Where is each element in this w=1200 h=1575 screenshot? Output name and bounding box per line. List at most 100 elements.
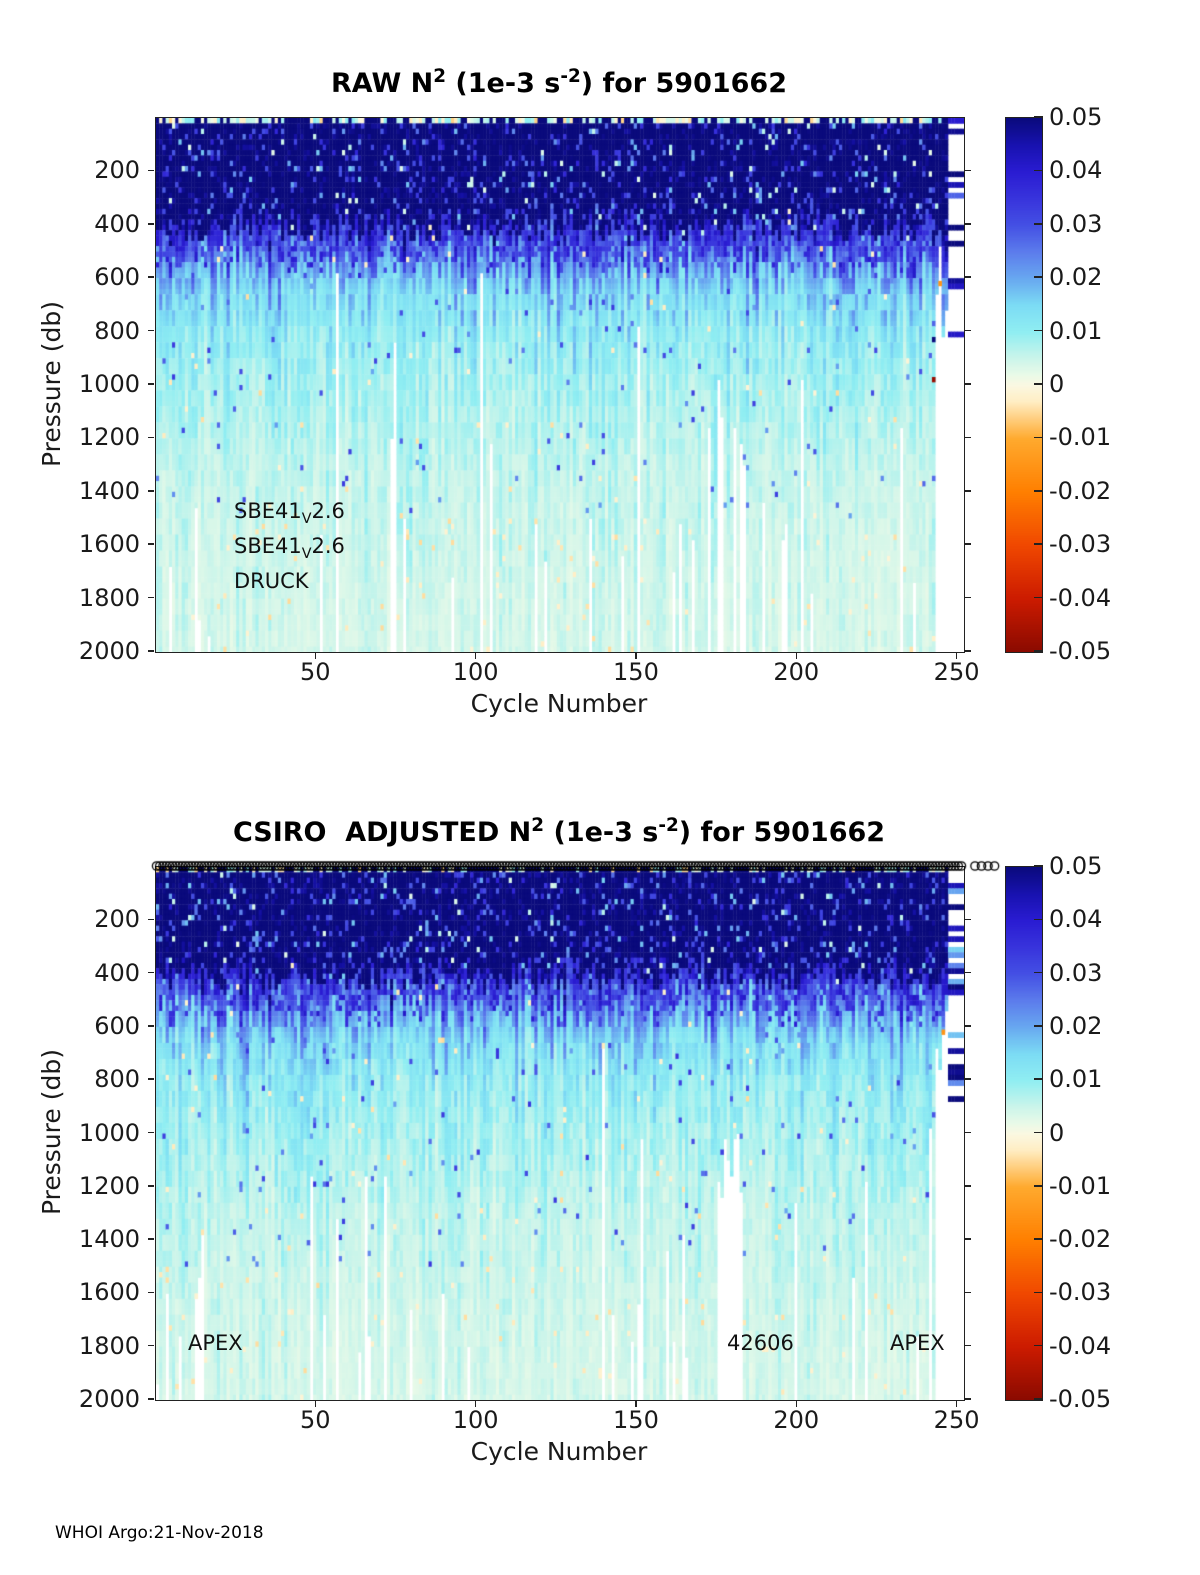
colorbar-tick-mark [1034,1025,1043,1027]
title-superscript: -2 [658,814,679,836]
y-tick-label: 1400 [78,476,140,505]
y-tick-mark [148,1238,154,1240]
annotation-float-type-left: APEX [188,1331,243,1355]
x-tick-mark [314,653,317,659]
colorbar-tick-label: -0.05 [1049,637,1112,665]
raw-heatmap-axes: SBE41V2.6 SBE41V2.6 DRUCK [155,117,965,653]
y-tick-label: 200 [94,905,140,934]
title-text: CSIRO ADJUSTED N [232,817,532,848]
colorbar-tick-mark [1034,116,1043,118]
x-tick-label: 100 [452,1406,499,1434]
x-tick-mark [314,1401,317,1407]
footer-credit: WHOI Argo:21-Nov-2018 [55,1523,264,1543]
y-tick-mark [148,918,154,921]
raw-colorbar-canvas [1006,118,1042,652]
y-tick-mark [965,596,971,599]
y-tick-mark [965,490,971,492]
y-tick-mark [965,1398,971,1400]
colorbar-tick-mark [1034,169,1043,172]
title-superscript: -2 [560,65,581,87]
adjusted-plot-title: CSIRO ADJUSTED N2 (1e-3 s-2) for 5901662 [155,814,963,848]
colorbar-tick-label: -0.02 [1049,476,1112,505]
y-tick-mark [148,329,154,332]
colorbar-tick-label: 0.05 [1049,103,1103,131]
y-tick-mark [965,1291,971,1294]
raw-colorbar [1005,117,1043,653]
title-text: ) for 5901662 [580,68,788,99]
x-tick-label: 50 [300,1406,331,1434]
y-tick-label: 1600 [78,1278,140,1307]
colorbar-tick-label: 0.02 [1049,263,1103,292]
colorbar-tick-mark [1034,650,1043,652]
annotation-text: APEX [890,1331,945,1355]
y-tick-mark [148,223,154,225]
annotation-float-type-right: APEX [890,1331,945,1355]
x-tick-mark [795,653,798,659]
title-text: (1e-3 s [446,68,561,99]
y-tick-mark [148,436,154,439]
title-superscript: 2 [433,65,447,87]
title-text: ) for 5901662 [678,817,886,848]
colorbar-tick-label: 0.01 [1049,316,1103,345]
y-tick-label: 200 [94,156,140,185]
y-tick-mark [965,918,971,921]
annotation-text: DRUCK [234,569,309,593]
colorbar-tick-label: -0.04 [1049,1331,1112,1360]
y-tick-mark [148,650,154,652]
y-tick-mark [965,1185,971,1187]
colorbar-tick-label: 0.04 [1049,905,1103,934]
annotation-text: SBE41 [234,534,302,558]
y-tick-label: 400 [94,209,140,238]
annotation-text: APEX [188,1331,243,1355]
y-tick-mark [148,383,154,385]
colorbar-tick-label: 0.02 [1049,1011,1103,1040]
colorbar-tick-mark [1034,490,1043,492]
x-tick-mark [474,1401,477,1407]
colorbar-tick-mark [1034,971,1043,974]
y-tick-label: 400 [94,958,140,987]
annotation-sensor-1: SBE41V2.6 [234,499,345,527]
colorbar-tick-label: 0 [1049,1118,1065,1147]
y-tick-label: 1400 [78,1225,140,1254]
annotation-subscript: V [301,510,312,527]
y-tick-mark [965,543,971,545]
cycle-marker-circles [151,858,1003,874]
colorbar-tick-mark [1034,276,1043,278]
title-text: RAW N [330,68,434,99]
colorbar-tick-label: -0.04 [1049,583,1112,612]
y-tick-mark [965,1344,971,1347]
colorbar-tick-label: -0.01 [1049,423,1112,452]
colorbar-tick-label: 0.03 [1049,958,1103,987]
y-tick-mark [965,436,971,439]
colorbar-tick-mark [1034,223,1043,225]
y-tick-label: 1600 [78,530,140,559]
y-tick-mark [965,383,971,385]
adjusted-colorbar [1005,866,1043,1401]
y-tick-mark [148,169,154,172]
y-tick-mark [148,971,154,974]
y-tick-mark [148,1025,154,1027]
annotation-sensor-2: SBE41V2.6 [234,534,345,562]
x-tick-label: 150 [613,658,659,686]
x-tick-label: 200 [773,658,820,686]
y-tick-label: 800 [94,316,140,345]
adjusted-heatmap-axes: APEX 42606 APEX [155,866,965,1401]
y-tick-label: 600 [94,263,140,292]
colorbar-tick-label: 0 [1049,370,1065,398]
y-tick-mark [965,329,971,332]
x-tick-mark [635,653,637,659]
y-tick-mark [965,276,971,278]
y-tick-mark [148,1344,154,1347]
y-tick-label: 1200 [78,423,140,452]
x-tick-label: 50 [300,658,331,686]
y-tick-label: 2000 [78,637,140,665]
colorbar-tick-label: 0.03 [1049,209,1103,238]
colorbar-tick-mark [1034,1078,1043,1080]
adjusted-colorbar-canvas [1006,867,1042,1400]
y-tick-mark [965,1238,971,1240]
title-text: (1e-3 s [544,817,659,848]
annotation-subscript: V [301,545,312,562]
x-tick-mark [955,1401,958,1407]
y-tick-mark [965,1025,971,1027]
